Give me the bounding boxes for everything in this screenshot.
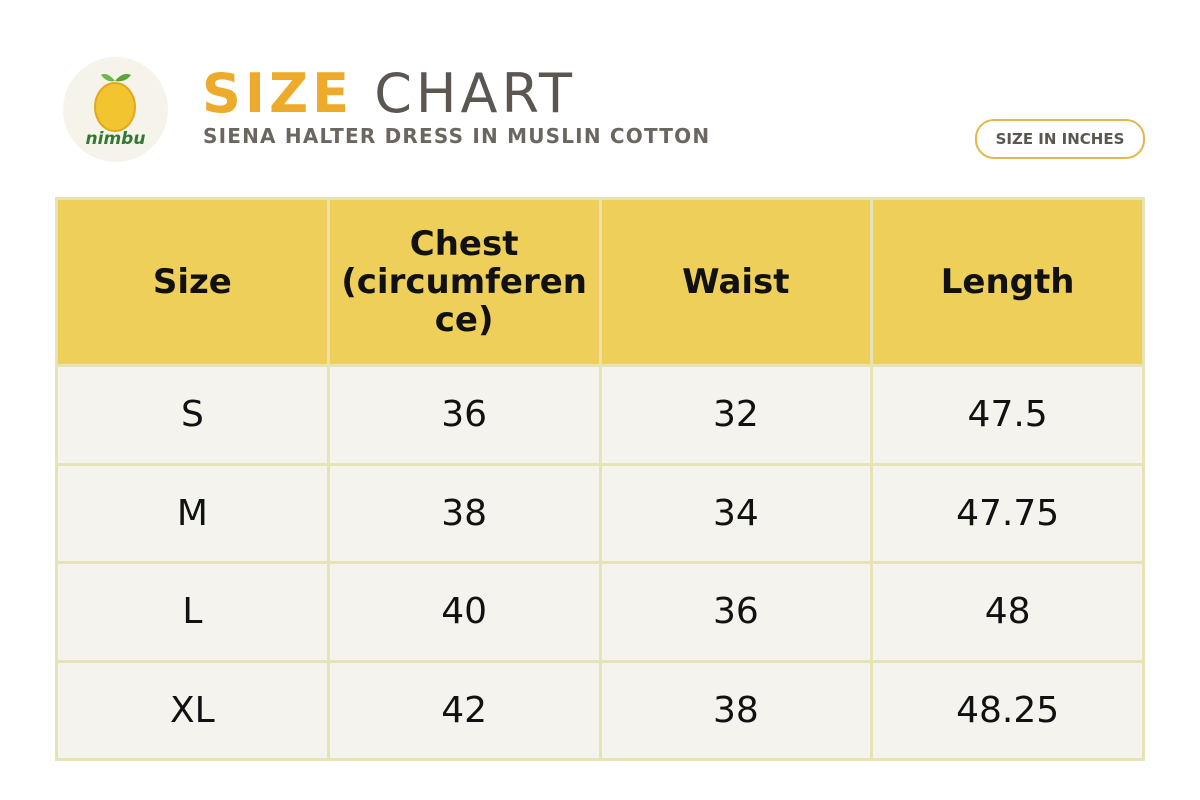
column-header: Size xyxy=(55,197,330,367)
subtitle: SIENA HALTER DRESS IN MUSLIN COTTON xyxy=(203,124,711,148)
table-body: S 36 32 47.5 M 38 34 47.75 L 40 36 48 XL 42 38 48.25 xyxy=(55,364,1145,761)
table-cell: 47.75 xyxy=(870,462,1145,564)
table-cell: 48.25 xyxy=(870,659,1145,761)
table-row: M 38 34 47.75 xyxy=(55,462,1145,564)
size-table: Size Chest (circumference) Waist Length S 36… xyxy=(55,197,1145,761)
logo: nimbu xyxy=(63,57,168,162)
column-header: Chest (circumference) xyxy=(326,197,602,367)
table-cell: XL xyxy=(55,659,330,761)
table-cell: 48 xyxy=(870,561,1145,663)
table-cell: 42 xyxy=(326,659,602,761)
table-cell: S xyxy=(55,364,330,466)
logo-text: nimbu xyxy=(85,129,146,149)
table-row: XL 42 38 48.25 xyxy=(55,659,1145,761)
table-row: L 40 36 48 xyxy=(55,561,1145,663)
table-cell: 40 xyxy=(326,561,602,663)
table-cell: 32 xyxy=(598,364,874,466)
badge: SIZE IN INCHES xyxy=(975,119,1145,159)
logo-lemon xyxy=(94,73,136,132)
table-cell: L xyxy=(55,561,330,663)
table-cell: 36 xyxy=(326,364,602,466)
table-cell: 34 xyxy=(598,462,874,564)
column-header: Length xyxy=(870,197,1145,367)
title-rest: CHART xyxy=(374,62,577,125)
table-cell: 38 xyxy=(326,462,602,564)
title: SIZE CHART xyxy=(202,62,576,126)
title-accent: SIZE xyxy=(202,62,354,125)
header-row: Size Chest (circumference) Waist Length xyxy=(55,197,1145,367)
column-header: Waist xyxy=(598,197,874,367)
table-cell: 47.5 xyxy=(870,364,1145,466)
table-cell: M xyxy=(55,462,330,564)
table-row: S 36 32 47.5 xyxy=(55,364,1145,466)
table-cell: 36 xyxy=(598,561,874,663)
table-cell: 38 xyxy=(598,659,874,761)
